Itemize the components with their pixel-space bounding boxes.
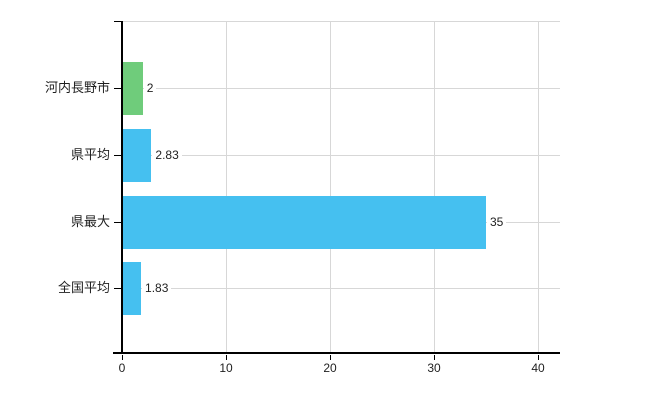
y-axis-end-tick <box>114 21 122 22</box>
bar <box>122 128 152 182</box>
bar-value-label: 2 <box>143 80 157 96</box>
x-tick-label: 40 <box>531 361 545 375</box>
vertical-gridline <box>330 21 331 353</box>
y-axis-line <box>121 21 123 353</box>
category-label: 河内長野市 <box>44 80 110 95</box>
vertical-gridline <box>538 21 539 353</box>
x-axis-tick <box>226 355 227 360</box>
x-tick-label: 20 <box>323 361 337 375</box>
x-axis-tick <box>122 355 123 360</box>
category-label: 県平均 <box>70 147 110 162</box>
x-axis-tick <box>538 355 539 360</box>
x-axis-tick <box>330 355 331 360</box>
y-axis-tick <box>114 155 122 156</box>
y-axis-tick <box>114 288 122 289</box>
vertical-gridline <box>434 21 435 353</box>
category-gridline <box>122 288 560 289</box>
x-axis-line <box>113 352 560 354</box>
y-axis-tick <box>114 222 122 223</box>
bar-value-label: 1.83 <box>142 280 172 296</box>
x-tick-label: 0 <box>118 361 126 375</box>
bar-value-label: 2.83 <box>152 147 182 163</box>
category-gridline <box>122 155 560 156</box>
category-label: 全国平均 <box>57 280 110 295</box>
plot-top-border <box>122 21 560 22</box>
bar <box>122 61 143 115</box>
y-axis-tick <box>114 88 122 89</box>
bar <box>122 261 142 315</box>
x-tick-label: 30 <box>427 361 441 375</box>
bar <box>122 195 486 249</box>
vertical-gridline <box>226 21 227 353</box>
x-axis-tick <box>434 355 435 360</box>
category-label: 県最大 <box>70 214 110 229</box>
category-gridline <box>122 88 560 89</box>
x-tick-label: 10 <box>219 361 233 375</box>
bar-value-label: 35 <box>487 214 507 230</box>
